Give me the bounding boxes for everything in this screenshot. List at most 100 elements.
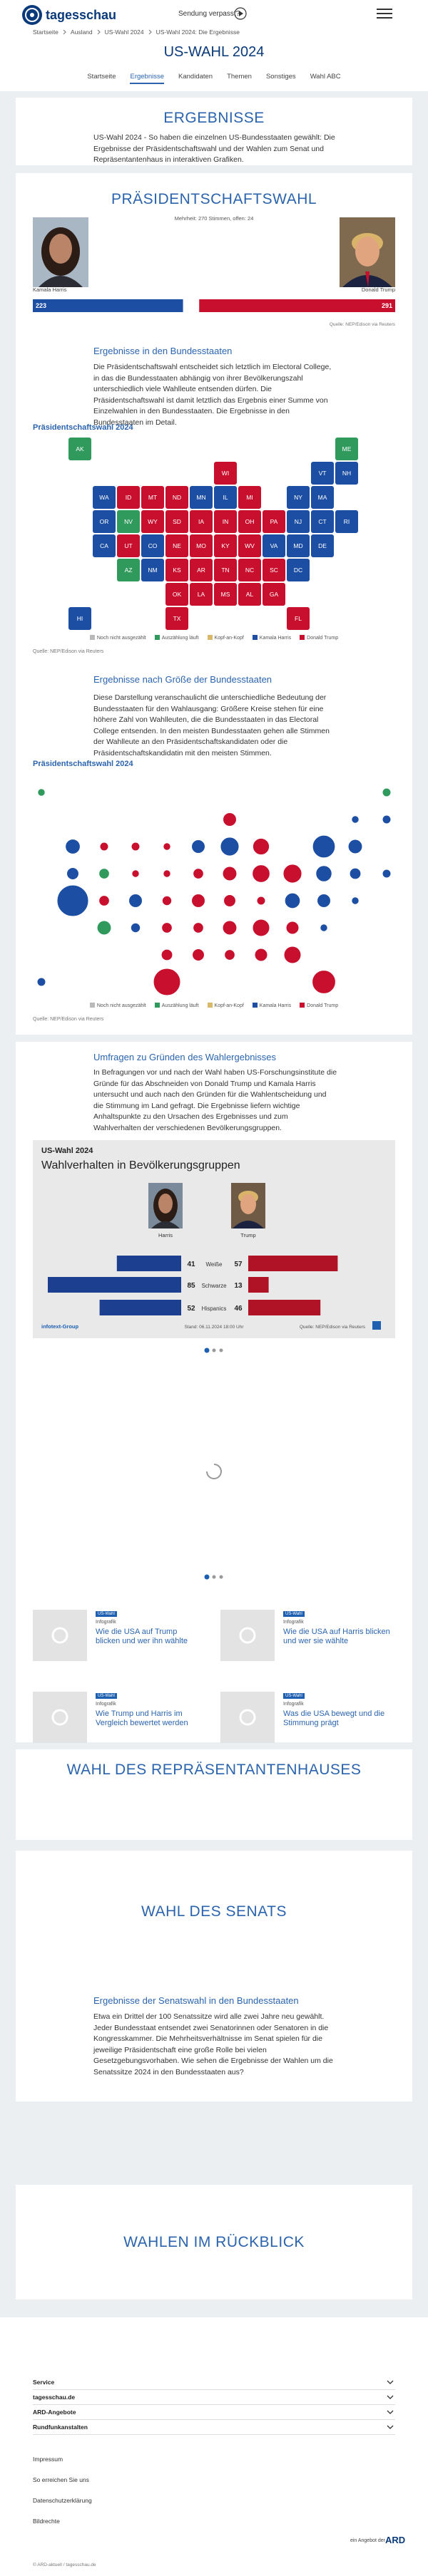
tab[interactable]: Kandidaten	[178, 73, 213, 81]
state-bubble	[223, 894, 236, 907]
state-tile	[311, 510, 334, 533]
state-tile	[165, 510, 188, 533]
breadcrumb-link[interactable]: Ausland	[70, 29, 93, 36]
teaser-title[interactable]: Was die USA bewegt und die Stimmung präg…	[283, 1709, 385, 1727]
legend-label: Kopf-an-Kopf	[214, 1003, 244, 1008]
electors-label: 291	[382, 302, 392, 309]
state-label: UT	[124, 542, 132, 549]
carousel-dots[interactable]	[200, 1573, 228, 1581]
tab[interactable]: Startseite	[87, 73, 116, 81]
footer-menu[interactable]: tagesschau.de	[33, 2394, 76, 2401]
footer-link[interactable]: Bildrechte	[33, 2518, 60, 2525]
footer-link[interactable]: So erreichen Sie uns	[33, 2476, 89, 2483]
legend-label: Auszählung läuft	[161, 636, 199, 641]
state-label: KY	[221, 542, 230, 549]
state-label: MA	[318, 494, 327, 501]
state-tile	[238, 534, 261, 557]
state-tile	[117, 510, 140, 533]
footer-menu[interactable]: Rundfunkanstalten	[33, 2424, 88, 2431]
legend-item: Kopf-an-Kopf	[207, 1003, 244, 1008]
state-bubble	[284, 892, 301, 909]
chart-title: Präsidentschaftswahl 2024	[33, 760, 133, 768]
divider	[33, 2404, 395, 2405]
dot	[204, 1574, 210, 1580]
dot	[219, 1348, 223, 1352]
state-label: TX	[173, 615, 181, 622]
teaser-title[interactable]: Wie Trump und Harris im Vergleich bewert…	[96, 1709, 188, 1727]
state-bubble	[222, 866, 238, 881]
state-label: NV	[124, 518, 133, 525]
chevron	[63, 29, 66, 35]
paragraph: Die Präsidentschaftswahl entscheidet sic…	[93, 363, 332, 427]
state-label: KS	[173, 567, 181, 574]
teaser-image[interactable]	[33, 1692, 87, 1743]
state-bubble	[349, 867, 362, 880]
teaser-title[interactable]: Wie die USA auf Harris blicken und wer s…	[283, 1628, 390, 1645]
dot	[212, 1575, 216, 1579]
footer-menu[interactable]: ARD-Angebote	[33, 2409, 76, 2416]
state-bubble	[315, 865, 332, 882]
separator	[148, 29, 152, 35]
state-tile	[190, 583, 213, 606]
state-tile	[263, 583, 285, 606]
series-name: Trump	[240, 1232, 255, 1238]
dot	[219, 1575, 223, 1579]
ard-logo[interactable]: ARD	[385, 2535, 406, 2545]
legend-item: Kamala Harris	[252, 1003, 292, 1008]
candidate-name: Donald Trump	[362, 286, 395, 293]
state-bubble	[351, 815, 360, 824]
state-label: DC	[294, 567, 302, 574]
teaser-image[interactable]	[220, 1610, 275, 1661]
state-bubble	[66, 867, 79, 880]
state-tile	[165, 534, 188, 557]
section-heading: WAHL DES SENATS	[141, 1903, 287, 1920]
tab[interactable]: Wahl ABC	[310, 73, 341, 81]
teaser-title[interactable]: Wie die USA auf Trump blicken und wer ih…	[96, 1628, 188, 1645]
teaser-badge: US-Wahl	[96, 1693, 117, 1699]
state-label: AL	[246, 591, 254, 598]
demographics-chart: US-Wahl 2024 Wahlverhalten in Bevölkerun…	[33, 1140, 395, 1338]
state-bubble	[130, 922, 141, 933]
state-tile	[68, 607, 91, 630]
footer-link[interactable]: Impressum	[33, 2456, 63, 2463]
legend-item: Auszählung läuft	[154, 1003, 199, 1008]
state-label: OH	[245, 518, 255, 525]
state-tile	[287, 607, 310, 630]
image-placeholder	[220, 1610, 275, 1661]
legend-label: Kamala Harris	[259, 1003, 292, 1008]
missed-link[interactable]: Sendung verpasst?	[178, 10, 240, 18]
state-bubble	[254, 948, 268, 962]
legend-item: Auszählung läuft	[154, 635, 199, 641]
state-label: MS	[221, 591, 230, 598]
breadcrumb-link[interactable]: Startseite	[33, 29, 58, 36]
menu-button[interactable]	[377, 8, 392, 19]
footer-link[interactable]: Datenschutzerklärung	[33, 2497, 92, 2504]
source: Quelle: NEP/Edison via Reuters	[329, 322, 395, 327]
breadcrumb-link[interactable]: US-Wahl 2024: Die Ergebnisse	[156, 29, 240, 36]
brand-icon	[372, 1321, 381, 1330]
state-tile	[117, 486, 140, 509]
state-label: NY	[294, 494, 302, 501]
bar	[248, 1277, 269, 1293]
play-button[interactable]	[234, 7, 247, 20]
majority-note: Mehrheit: 270 Stimmen, offen: 24	[174, 215, 254, 222]
teaser-kicker: Infografik	[96, 1702, 116, 1707]
legend-label: Donald Trump	[307, 1003, 339, 1008]
state-bubble	[351, 896, 360, 905]
tab[interactable]: Sonstiges	[265, 73, 296, 81]
legend-label: Noch nicht ausgezählt	[96, 636, 146, 641]
state-bubble	[223, 812, 237, 827]
teaser-image[interactable]	[220, 1692, 275, 1743]
tab[interactable]: Themen	[227, 73, 252, 81]
legend-swatch	[252, 1003, 258, 1008]
footer-menu[interactable]: Service	[33, 2379, 55, 2386]
paragraph: Etwa ein Drittel der 100 Senatssitze wir…	[93, 2012, 333, 2076]
teaser-image[interactable]	[33, 1610, 87, 1661]
logo[interactable]: tagesschau	[46, 8, 117, 22]
tab[interactable]: Ergebnisse	[130, 73, 165, 84]
carousel-dots[interactable]	[200, 1347, 228, 1354]
breadcrumb-link[interactable]: US-Wahl 2024	[104, 29, 144, 36]
state-label: SD	[173, 518, 181, 525]
top-area	[0, 0, 428, 91]
